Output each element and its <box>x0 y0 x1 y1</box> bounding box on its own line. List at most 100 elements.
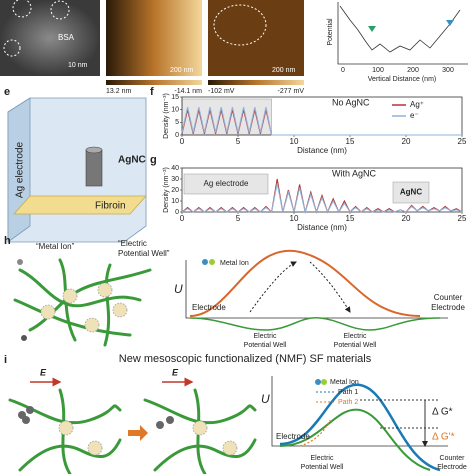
x-tick-label: 0 <box>180 137 185 146</box>
legend-label: Metal Ion <box>330 379 359 386</box>
panel-label: i <box>4 354 7 366</box>
electrode-label: Electrode <box>276 432 310 441</box>
y-tick-label: 10 <box>171 107 179 114</box>
top-row: BSA 10 nm 13.2 nm -14.1 nm 200 nm -102 m… <box>0 0 468 95</box>
tem-image <box>0 0 100 76</box>
x-tick-label: 100 <box>372 67 384 74</box>
panel-i: i New mesoscopic functionalized (NMF) SF… <box>4 353 467 474</box>
fibroin-network <box>13 258 152 347</box>
range-max: -14.1 nm <box>174 88 202 95</box>
panel-label: e <box>4 86 10 98</box>
dg-label: Δ G* <box>432 407 453 418</box>
panel-label: g <box>150 154 157 166</box>
well-label: Potential Well <box>244 342 287 349</box>
counter-label: Counter <box>434 293 463 302</box>
u-axis-label: U <box>174 282 183 296</box>
x-tick-label: 5 <box>236 137 241 146</box>
y-tick-label: 40 <box>171 165 179 172</box>
annotation: With AgNC <box>332 168 377 178</box>
y-tick-label: 30 <box>171 176 179 183</box>
range-min: -102 mV <box>208 88 235 95</box>
y-tick-label: 0 <box>175 209 179 216</box>
fibroin-label: Fibroin <box>95 201 126 212</box>
y-tick-label: 0 <box>175 132 179 139</box>
barrier-curve <box>189 249 421 317</box>
legend-label: Path 2 <box>338 399 358 406</box>
agnc-label: AgNC <box>118 155 146 166</box>
potential-wells <box>40 282 128 333</box>
agnc <box>85 149 103 187</box>
field-label: E <box>172 367 179 377</box>
panel-h: h “Metal Ion” “Electric Potential Well” … <box>4 235 465 349</box>
legend-label: e⁻ <box>410 111 419 120</box>
legend-label: Ag⁺ <box>410 100 424 109</box>
x-tick-label: 20 <box>402 214 411 223</box>
y-label: Potential <box>327 18 334 46</box>
x-tick-label: 10 <box>290 214 299 223</box>
region-box <box>392 181 430 204</box>
kpfm-image <box>208 0 304 76</box>
scale-label: 200 nm <box>170 67 194 74</box>
counter-label: Electrode <box>437 464 467 471</box>
x-tick-label: 20 <box>402 137 411 146</box>
well-label: Potential Well <box>301 464 344 471</box>
x-tick-label: 15 <box>346 214 355 223</box>
legend-label: Metal Ion <box>220 260 249 267</box>
x-tick-label: 0 <box>341 67 345 74</box>
path-1-curve <box>279 383 441 472</box>
y-tick-label: 15 <box>171 94 179 101</box>
x-tick-label: 200 <box>407 67 419 74</box>
legend-label: Path 1 <box>338 389 358 396</box>
afm-image <box>106 0 202 76</box>
panel-title: New mesoscopic functionalized (NMF) SF m… <box>119 353 372 365</box>
panel-e: e Ag electrode AgNC Fibroin <box>4 86 147 243</box>
x-label: Vertical Distance (nm) <box>368 76 436 83</box>
range-max: -277 mV <box>278 88 305 95</box>
well-label: Electric <box>311 455 334 462</box>
field-label: E <box>40 367 47 377</box>
u-axis-label: U <box>261 392 270 406</box>
range-min: 13.2 nm <box>106 88 131 95</box>
well-label: Electric <box>254 333 277 340</box>
y-label: Density (nm⁻³) <box>163 93 170 139</box>
x-tick-label: 300 <box>442 67 454 74</box>
callout: “Metal Ion” <box>36 242 75 251</box>
x-tick-label: 25 <box>458 214 467 223</box>
electrode-label: Ag electrode <box>15 141 26 198</box>
profile-axes <box>337 2 468 65</box>
y-label: Density (nm⁻³) <box>163 167 170 213</box>
axis <box>271 376 448 447</box>
scale-label: 10 nm <box>68 62 88 69</box>
annotation: No AgNC <box>332 97 370 107</box>
axis <box>185 260 448 319</box>
region-box <box>183 173 269 195</box>
counter-label: Electrode <box>431 303 465 312</box>
scale-label: 200 nm <box>272 67 296 74</box>
y-tick-label: 5 <box>175 119 179 126</box>
x-label: Distance (nm) <box>297 223 347 232</box>
well-label: Electric <box>344 333 367 340</box>
shaded-region <box>181 98 272 136</box>
x-tick-label: 15 <box>346 137 355 146</box>
x-tick-label: 5 <box>236 214 241 223</box>
x-label: Distance (nm) <box>297 146 347 155</box>
series-line <box>181 106 462 136</box>
profile-line <box>339 5 461 53</box>
y-tick-label: 20 <box>171 187 179 194</box>
region-label: Ag electrode <box>204 179 249 188</box>
x-tick-label: 10 <box>290 137 299 146</box>
path-2-curve <box>279 408 431 471</box>
dg-label: Δ G'* <box>432 432 455 443</box>
series-line <box>181 183 463 215</box>
y-tick-label: 10 <box>171 198 179 205</box>
callout: Potential Well” <box>118 249 170 258</box>
fibroin <box>13 195 147 215</box>
panel-label: h <box>4 235 11 247</box>
callout: “Electric <box>118 239 147 248</box>
panel-label: f <box>150 86 154 98</box>
well-curve <box>189 317 441 331</box>
electrode-label: Electrode <box>192 303 226 312</box>
region-label: AgNC <box>400 188 422 197</box>
x-tick-label: 0 <box>180 214 185 223</box>
